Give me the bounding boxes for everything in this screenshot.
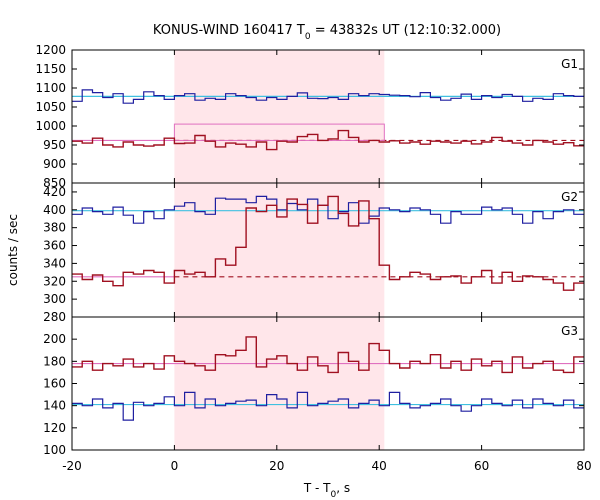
- y-tick-label: 1050: [35, 100, 66, 114]
- y-tick-label: 420: [43, 185, 66, 199]
- y-tick-label: 1000: [35, 119, 66, 133]
- y-tick-label: 120: [43, 421, 66, 435]
- blue-series-line: [72, 89, 584, 104]
- red-series-line: [72, 129, 584, 151]
- y-tick-label: 850: [43, 176, 66, 190]
- highlight-interval: [174, 50, 385, 183]
- x-axis-label: T - T0, s: [303, 481, 350, 500]
- y-tick-label: 1200: [35, 43, 66, 57]
- x-tick-label: 20: [269, 459, 284, 473]
- panel-g3: 100 120 140 160 180 200 G3: [43, 316, 585, 457]
- y-tick-label: 1150: [35, 62, 66, 76]
- y-tick-label: 140: [43, 399, 66, 413]
- y-tick-label: 900: [43, 157, 66, 171]
- x-tick-label: 40: [372, 459, 387, 473]
- y-tick-label: 1100: [35, 81, 66, 95]
- red-series-line: [72, 336, 584, 374]
- panel-g1: 850 900 950 1000 1050 1100 1150 1200 G1: [35, 43, 585, 190]
- x-tick-label: 80: [576, 459, 591, 473]
- y-tick-label: 280: [43, 310, 66, 324]
- y-tick-label: 360: [43, 239, 66, 253]
- x-tick-label: 0: [171, 459, 179, 473]
- y-tick-label: 180: [43, 354, 66, 368]
- chart-title: KONUS-WIND 160417 T0 = 43832s UT (12:10:…: [153, 23, 501, 42]
- y-tick-label: 160: [43, 377, 66, 391]
- panel-plot-area: [72, 336, 584, 421]
- panel-plot-area: [72, 195, 584, 291]
- y-tick-label: 950: [43, 138, 66, 152]
- panel-label: G3: [561, 324, 578, 338]
- y-tick-label: 380: [43, 221, 66, 235]
- x-tick-label: -20: [62, 459, 82, 473]
- panel-plot-area: [72, 89, 584, 151]
- panel-g2: 280 300 320 340 360 380 400 420 G2: [43, 182, 585, 324]
- y-tick-label: 340: [43, 256, 66, 270]
- blue-series-line: [72, 391, 584, 421]
- y-tick-label: 100: [43, 443, 66, 457]
- panel-label: G1: [561, 57, 578, 71]
- y-tick-label: 200: [43, 332, 66, 346]
- red-series-line: [72, 195, 584, 291]
- y-tick-label: 300: [43, 292, 66, 306]
- y-axis-label: counts / sec: [6, 214, 20, 286]
- highlight-interval: [174, 317, 385, 450]
- blue-series-line: [72, 195, 584, 224]
- y-tick-label: 400: [43, 203, 66, 217]
- x-tick-label: 60: [474, 459, 489, 473]
- y-tick-label: 320: [43, 274, 66, 288]
- highlight-interval: [174, 183, 385, 317]
- pink-fit-box: [173, 123, 385, 141]
- panel-label: G2: [561, 190, 578, 204]
